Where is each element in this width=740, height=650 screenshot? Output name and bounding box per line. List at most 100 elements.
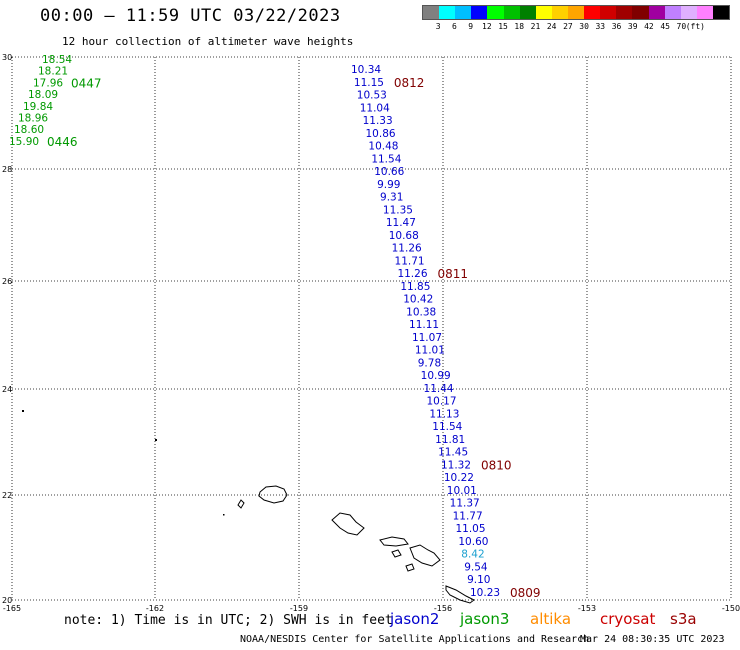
swh-value: 10.99 — [421, 370, 451, 382]
swh-value: 10.23 — [470, 587, 500, 599]
scale-label: 9 — [468, 22, 474, 31]
latitude-label: 26 — [2, 277, 12, 286]
swh-value: 18.09 — [28, 89, 58, 101]
island-kauai — [258, 485, 288, 504]
scale-swatch — [632, 6, 649, 19]
swh-value: 18.60 — [14, 124, 44, 136]
satellite-legend-cryosat: cryosat — [600, 610, 656, 628]
pass-time-label: 0811 — [437, 267, 468, 281]
scale-swatch — [648, 6, 665, 19]
hawaiian-islands-coastline — [22, 410, 475, 604]
islet-necker — [155, 439, 157, 441]
scale-label: 33 — [595, 22, 606, 31]
islet-nihoa — [22, 410, 24, 412]
latitude-label: 22 — [2, 491, 12, 500]
swh-value: 18.21 — [38, 66, 68, 78]
swh-value: 11.33 — [363, 115, 393, 127]
swh-value: 18.54 — [42, 54, 72, 66]
swh-value: 10.60 — [458, 536, 488, 548]
satellite-legend-jason2: jason2 — [390, 610, 440, 628]
scale-label: 42 — [644, 22, 654, 31]
swh-value: 10.38 — [406, 306, 436, 318]
swh-value: 10.66 — [374, 166, 404, 178]
swh-value: 11.44 — [424, 383, 454, 395]
scale-swatch — [616, 6, 633, 19]
swh-value: 11.71 — [395, 255, 425, 267]
swh-value: 9.99 — [377, 179, 400, 191]
scale-label: 12 — [482, 22, 492, 31]
swh-value: 15.90 — [9, 136, 39, 148]
scale-swatch — [567, 6, 585, 19]
scale-swatch — [551, 6, 568, 19]
scale-swatch — [712, 6, 730, 19]
swh-value: 11.11 — [409, 319, 439, 331]
swh-value: 11.47 — [386, 217, 416, 229]
scale-swatch — [487, 6, 504, 19]
scale-label: 15 — [498, 22, 508, 31]
scale-label: 18 — [514, 22, 525, 31]
latitude-label: 20 — [2, 596, 12, 605]
island-hawaii — [445, 585, 475, 604]
scale-swatch — [455, 6, 472, 19]
scale-label: 3 — [435, 22, 441, 31]
swh-value: 11.15 — [354, 77, 384, 89]
wave-height-tracks: 18.5418.2117.9618.0919.8418.9618.6015.90… — [9, 54, 541, 600]
swh-value: 11.54 — [432, 421, 462, 433]
satellite-legend-altika: altika — [530, 610, 572, 628]
swh-value: 10.22 — [444, 472, 474, 484]
pass-time-label: 0810 — [481, 458, 512, 472]
latitude-label: 24 — [2, 385, 12, 394]
scale-swatch — [696, 6, 713, 19]
scale-swatch — [664, 6, 681, 19]
scale-label: 27 — [563, 22, 573, 31]
scale-label: 70 — [676, 22, 687, 31]
map-title: 00:00 – 11:59 UTC 03/22/2023 — [40, 6, 341, 26]
scale-label: 6 — [451, 22, 457, 31]
scale-swatch — [503, 6, 520, 19]
islet-kaula — [223, 514, 225, 516]
swh-value: 10.53 — [357, 90, 387, 102]
scale-label: 30 — [579, 22, 589, 31]
swh-value: 11.07 — [412, 332, 442, 344]
pass-time-label: 0446 — [47, 135, 78, 149]
island-maui — [409, 544, 441, 567]
scale-swatch — [584, 6, 601, 19]
island-kahoolawe — [405, 563, 415, 572]
satellite-legend-s3a: s3a — [670, 610, 697, 628]
swh-value: 11.54 — [371, 153, 401, 165]
swh-value: 11.26 — [397, 268, 427, 280]
latitude-label: 28 — [2, 165, 12, 174]
swh-value: 9.10 — [467, 574, 490, 586]
scale-swatch — [600, 6, 617, 19]
scale-swatch — [680, 6, 697, 19]
swh-value: 18.96 — [18, 113, 48, 125]
swh-value: 11.35 — [383, 204, 413, 216]
swh-value: 10.42 — [403, 294, 433, 306]
swh-value: 19.84 — [23, 101, 53, 113]
scale-swatch — [471, 6, 488, 19]
lat-lon-grid — [11, 56, 732, 601]
swh-value: 11.04 — [360, 102, 390, 114]
axis-labels: 30 28 26 24 22 20-165 -162 -159 -156 -153 -150 — [2, 53, 740, 613]
island-lanai — [391, 549, 402, 558]
scale-unit: (ft) — [685, 22, 705, 31]
scale-swatch — [519, 6, 536, 19]
swh-value: 11.13 — [429, 408, 459, 420]
swh-value: 10.01 — [447, 485, 477, 497]
scale-swatch — [439, 6, 456, 19]
satellite-legend-jason3: jason3 — [460, 610, 510, 628]
swh-value: 10.17 — [426, 396, 456, 408]
pass-time-label: 0447 — [71, 76, 102, 90]
scale-label: 21 — [530, 22, 541, 31]
credit-text: NOAA/NESDIS Center for Satellite Applica… — [240, 634, 590, 645]
swh-value: 11.01 — [415, 345, 445, 357]
island-molokai — [379, 536, 409, 547]
latitude-label: 30 — [2, 53, 12, 62]
swh-value: 9.78 — [418, 357, 441, 369]
swh-value: 11.37 — [450, 498, 480, 510]
swh-value: 11.05 — [455, 523, 485, 535]
scale-label: 36 — [611, 22, 622, 31]
longitude-label: -153 — [578, 604, 596, 613]
longitude-label: -165 — [3, 604, 21, 613]
